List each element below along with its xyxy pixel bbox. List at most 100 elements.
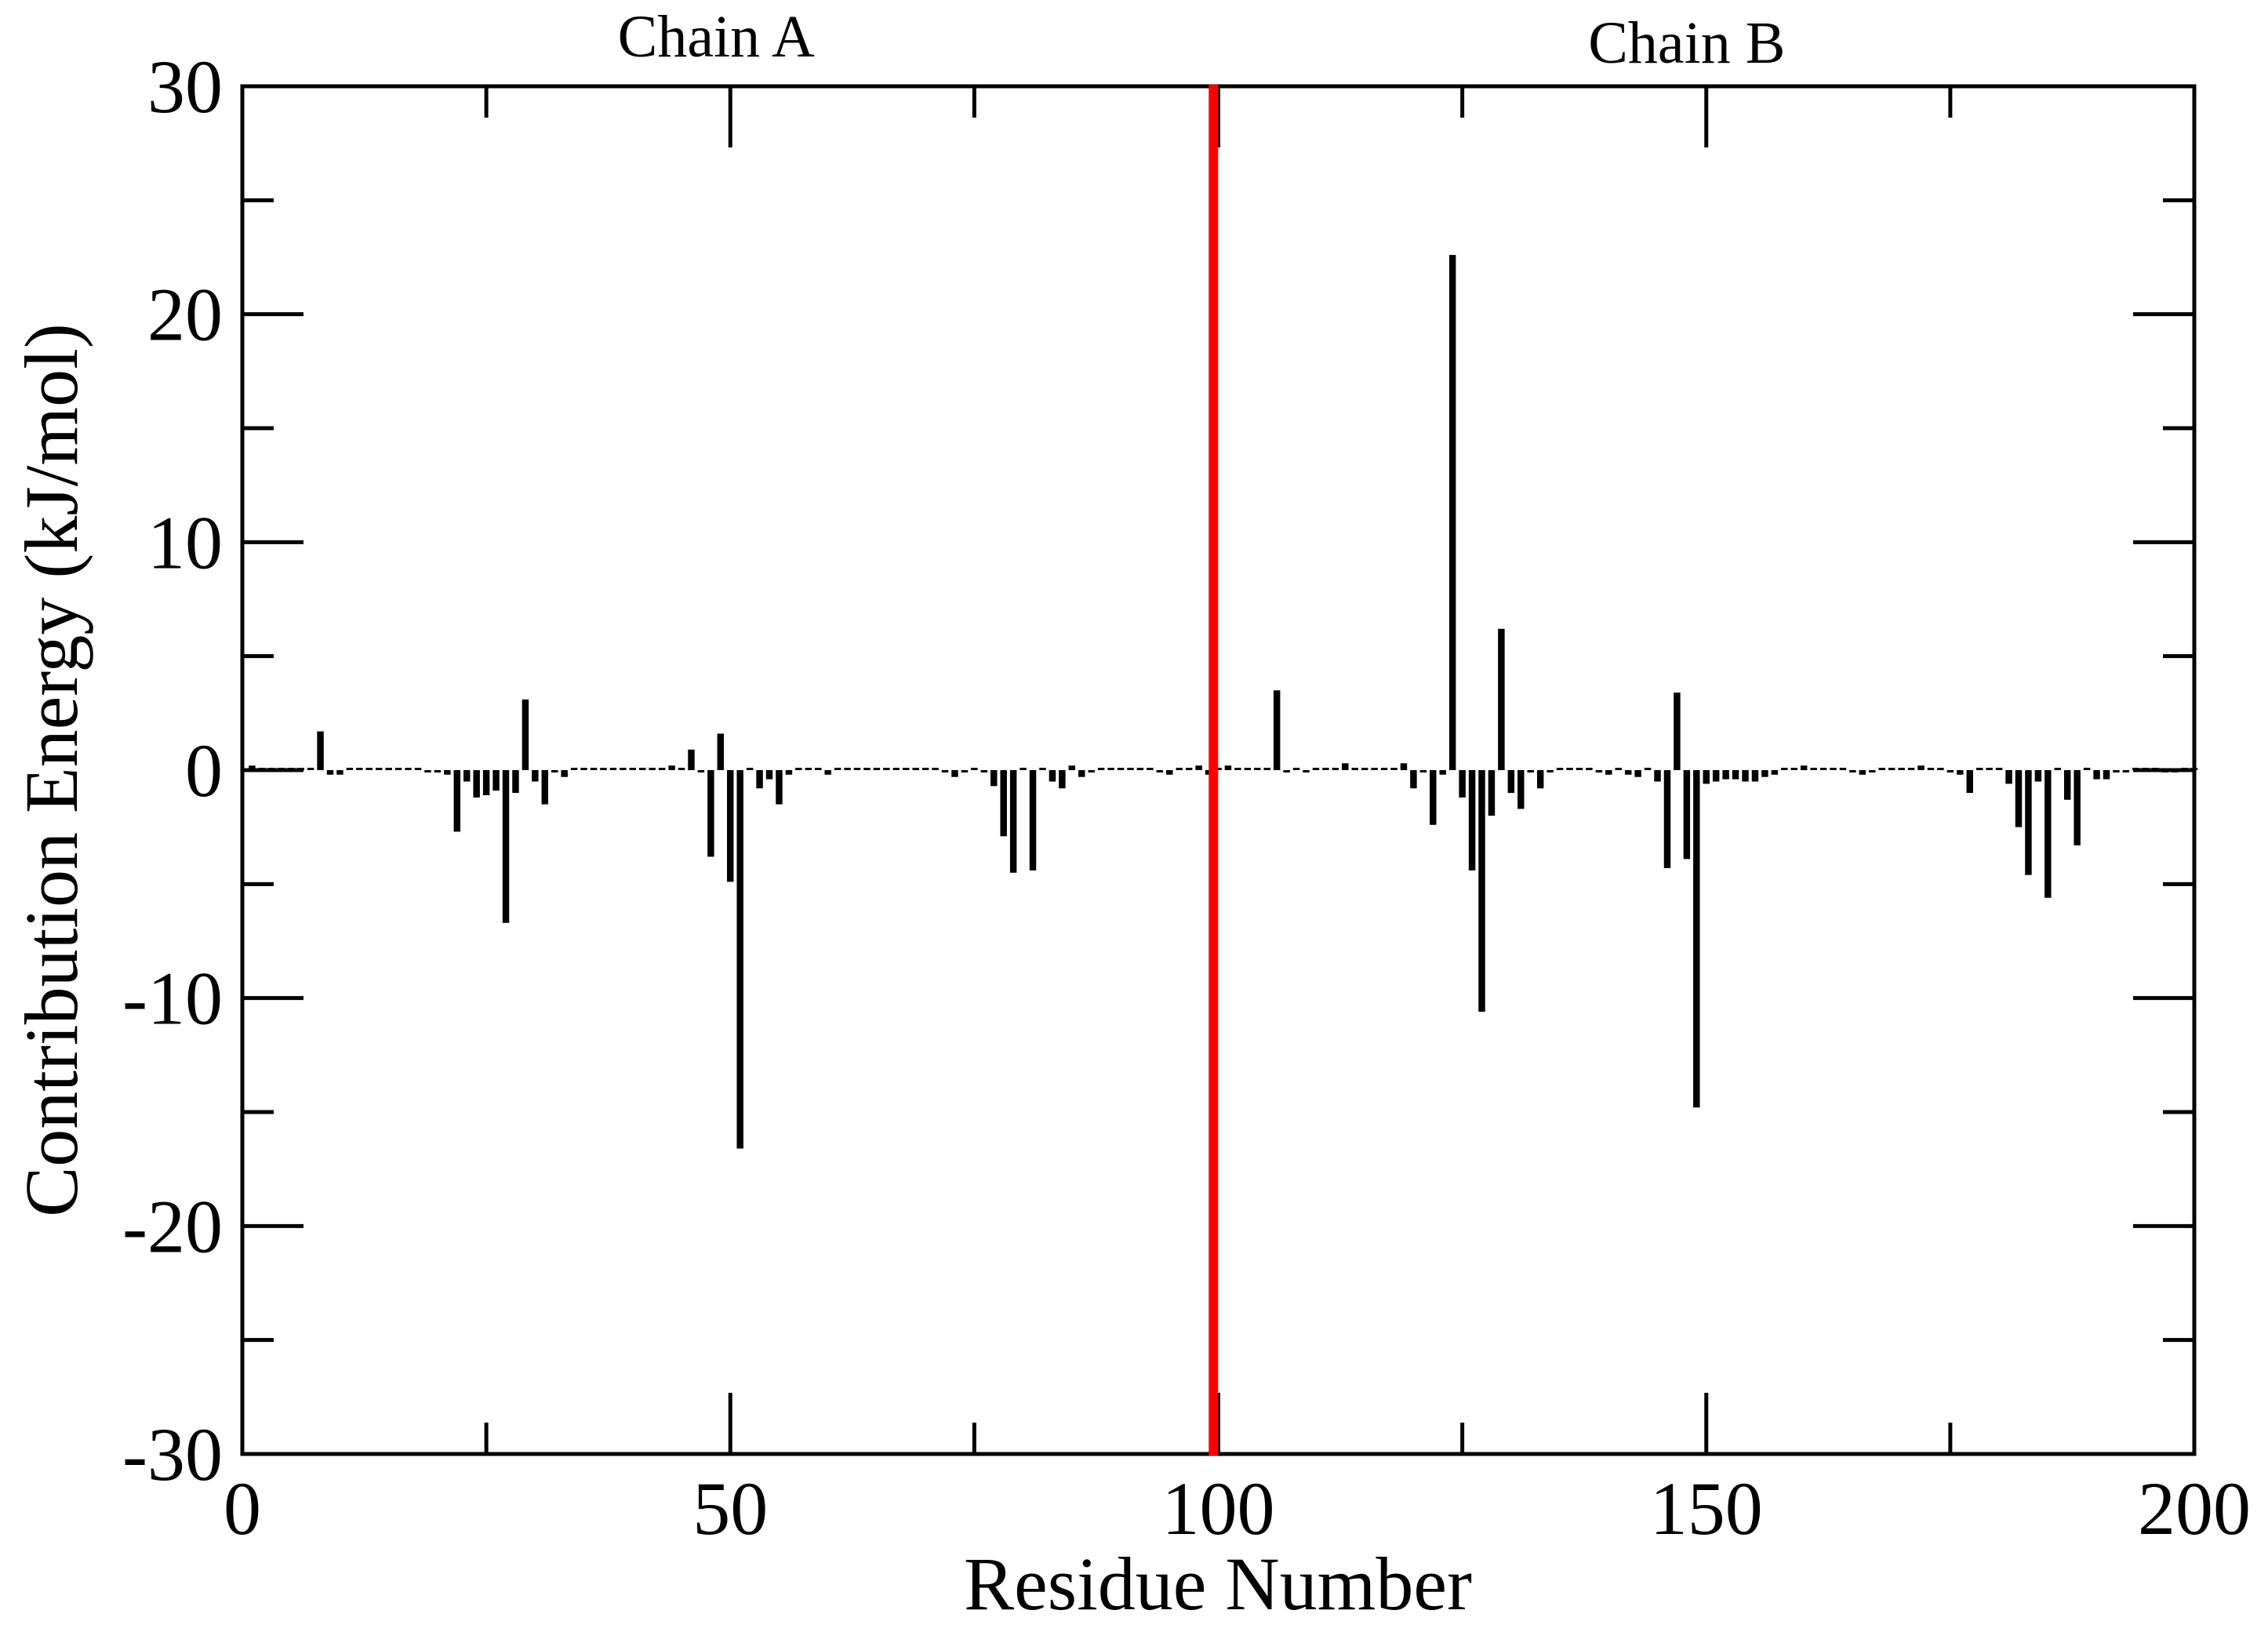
bar-residue-37 (600, 768, 607, 770)
bar-residue-99 (1205, 770, 1212, 775)
bar-residue-188 (2074, 770, 2081, 845)
bar-residue-190 (2093, 770, 2100, 780)
bar-residue-39 (620, 768, 627, 770)
bar-residue-12 (356, 768, 363, 770)
bar-residue-82 (1039, 768, 1046, 770)
bar-residue-111 (1322, 768, 1329, 770)
bar-residue-123 (1439, 770, 1446, 775)
bar-residue-54 (765, 770, 773, 780)
bar-residue-64 (863, 768, 870, 770)
bar-residue-147 (1674, 692, 1681, 770)
bar-residue-11 (346, 768, 354, 770)
bar-residue-7 (307, 768, 314, 770)
bar-residue-73 (951, 770, 958, 777)
bar-residue-48 (707, 770, 714, 857)
x-tick-label: 0 (224, 1467, 261, 1550)
bar-residue-93 (1147, 768, 1154, 770)
bar-residue-63 (853, 768, 861, 770)
bar-residue-180 (1995, 768, 2003, 770)
bar-residue-173 (1927, 768, 1935, 770)
bar-residue-163 (1830, 768, 1837, 770)
bar-residue-80 (1020, 768, 1027, 770)
bar-residue-55 (776, 770, 783, 805)
x-tick-label: 100 (1162, 1467, 1275, 1550)
bar-residue-175 (1946, 770, 1954, 772)
bar-residue-53 (756, 770, 763, 789)
bar-residue-20 (434, 770, 442, 772)
bar-residue-83 (1049, 770, 1056, 782)
bar-residue-185 (2044, 770, 2052, 898)
bar-residue-26 (492, 770, 500, 791)
bar-residue-1 (249, 765, 256, 770)
bar-residue-100 (1215, 768, 1222, 770)
bar-residue-145 (1654, 770, 1661, 782)
bar-residue-112 (1332, 768, 1339, 770)
bar-residue-14 (376, 768, 383, 770)
bar-residue-16 (394, 768, 402, 770)
bar-residue-24 (473, 770, 480, 798)
bar-residue-174 (1937, 768, 1944, 770)
bar-residue-41 (639, 768, 646, 770)
bar-residue-146 (1663, 770, 1671, 868)
bar-residue-136 (1566, 768, 1573, 770)
bar-residue-117 (1380, 768, 1388, 770)
bar-residue-60 (824, 770, 831, 775)
bar-residue-191 (2103, 770, 2110, 780)
bar-residue-131 (1517, 770, 1525, 809)
bar-residue-21 (444, 770, 451, 775)
x-tick-label: 150 (1650, 1467, 1763, 1550)
bar-residue-86 (1078, 770, 1085, 777)
bar-residue-130 (1507, 770, 1515, 794)
bar-residue-62 (844, 768, 851, 770)
bar-residue-36 (590, 768, 598, 770)
bar-residue-114 (1351, 768, 1358, 770)
bar-residue-177 (1966, 770, 1973, 794)
bar-residue-183 (2025, 770, 2032, 875)
y-tick-label: 20 (147, 273, 223, 357)
plot-frame (240, 84, 2197, 1456)
bar-residue-52 (746, 768, 754, 770)
bar-residue-157 (1771, 770, 1779, 775)
bar-residue-105 (1263, 768, 1270, 770)
bar-residue-19 (424, 770, 431, 772)
bar-residue-23 (463, 770, 471, 782)
bar-residue-13 (365, 768, 373, 770)
bar-residue-94 (1156, 770, 1164, 772)
bar-residue-61 (834, 768, 841, 770)
y-tick-label: -30 (122, 1412, 223, 1496)
bar-residue-104 (1254, 768, 1261, 770)
bar-residue-137 (1576, 768, 1583, 770)
bar-residue-22 (453, 770, 461, 832)
bar-residue-133 (1536, 770, 1544, 789)
bars-layer (249, 255, 2198, 1149)
bar-residue-169 (1888, 768, 1895, 770)
bar-residue-33 (561, 770, 568, 777)
bar-residue-101 (1224, 765, 1232, 770)
bar-residue-25 (482, 770, 490, 795)
bar-residue-34 (570, 768, 578, 770)
bar-residue-168 (1878, 768, 1885, 770)
bar-residue-128 (1488, 770, 1496, 816)
bar-residue-97 (1185, 768, 1193, 770)
bar-residue-121 (1419, 770, 1427, 772)
bar-residue-84 (1059, 770, 1066, 789)
bar-residue-171 (1907, 768, 1915, 770)
bar-residue-148 (1683, 770, 1691, 860)
bar-residue-10 (336, 770, 343, 775)
bar-residue-108 (1292, 768, 1300, 770)
bar-residue-71 (932, 768, 939, 770)
bar-residue-56 (785, 770, 793, 775)
bar-residue-15 (385, 768, 392, 770)
bar-residue-103 (1244, 768, 1252, 770)
bar-residue-47 (697, 770, 705, 772)
bar-residue-77 (990, 770, 998, 787)
bar-residue-91 (1127, 768, 1134, 770)
bar-residue-192 (2113, 770, 2120, 772)
bar-residue-92 (1136, 768, 1144, 770)
bar-residue-72 (941, 770, 949, 772)
bar-residue-8 (317, 731, 324, 770)
bar-residue-102 (1234, 768, 1241, 770)
bar-residue-110 (1312, 768, 1320, 770)
